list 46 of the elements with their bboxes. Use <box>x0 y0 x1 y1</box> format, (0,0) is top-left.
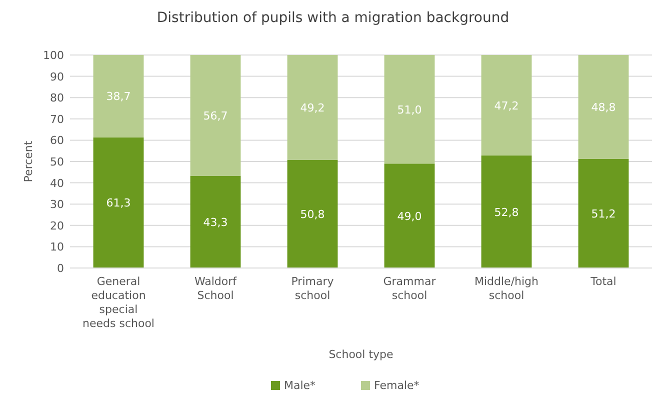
x-tick-label: Middle/high school <box>474 275 539 302</box>
y-tick-label: 30 <box>50 198 64 212</box>
bar <box>578 55 629 159</box>
data-label: 49,0 <box>397 210 422 223</box>
y-tick-label: 40 <box>50 176 64 190</box>
y-tick-label: 80 <box>50 92 64 105</box>
data-label: 51,0 <box>397 103 422 116</box>
y-tick-label: 20 <box>50 219 64 232</box>
y-tick-label: 70 <box>50 112 64 126</box>
y-tick-label: 50 <box>50 156 64 168</box>
bar <box>190 55 241 176</box>
legend-label: Male* <box>284 379 316 392</box>
data-label: 49,2 <box>300 101 325 114</box>
legend-label: Female* <box>374 379 420 392</box>
bar <box>481 156 532 268</box>
data-label: 56,7 <box>203 109 228 122</box>
data-label: 47,2 <box>494 99 519 112</box>
bar <box>287 55 338 160</box>
data-label: 43,3 <box>203 216 228 229</box>
y-tick-label: 90 <box>50 70 64 84</box>
bar <box>93 55 144 138</box>
bar <box>190 176 241 268</box>
x-tick-label: Waldorf School <box>194 275 238 302</box>
y-tick-label: 10 <box>50 240 64 254</box>
data-label: 51,2 <box>591 207 616 220</box>
bar <box>481 55 532 156</box>
x-axis-title: School type <box>328 348 394 361</box>
x-tick-label: Grammar school <box>383 275 436 302</box>
bar <box>384 55 435 164</box>
bar <box>93 137 144 268</box>
bar <box>384 164 435 268</box>
data-label: 52,8 <box>494 206 519 219</box>
y-tick-label: 0 <box>57 262 64 275</box>
bar <box>287 160 338 268</box>
y-tick-label: 100 <box>43 49 64 62</box>
data-label: 50,8 <box>300 208 325 221</box>
data-label: 61,3 <box>106 196 131 210</box>
y-axis-title: Percent <box>22 140 35 182</box>
x-tick-label: Primary school <box>291 275 334 302</box>
x-tick-label: Total <box>590 275 616 288</box>
y-tick-label: 60 <box>50 134 64 148</box>
chart-title: Distribution of pupils with a migration background <box>156 10 510 26</box>
data-label: 48,8 <box>591 100 616 114</box>
bar <box>578 158 629 268</box>
x-tick-label: General education special needs school <box>82 275 154 330</box>
data-label: 38,7 <box>106 90 131 104</box>
